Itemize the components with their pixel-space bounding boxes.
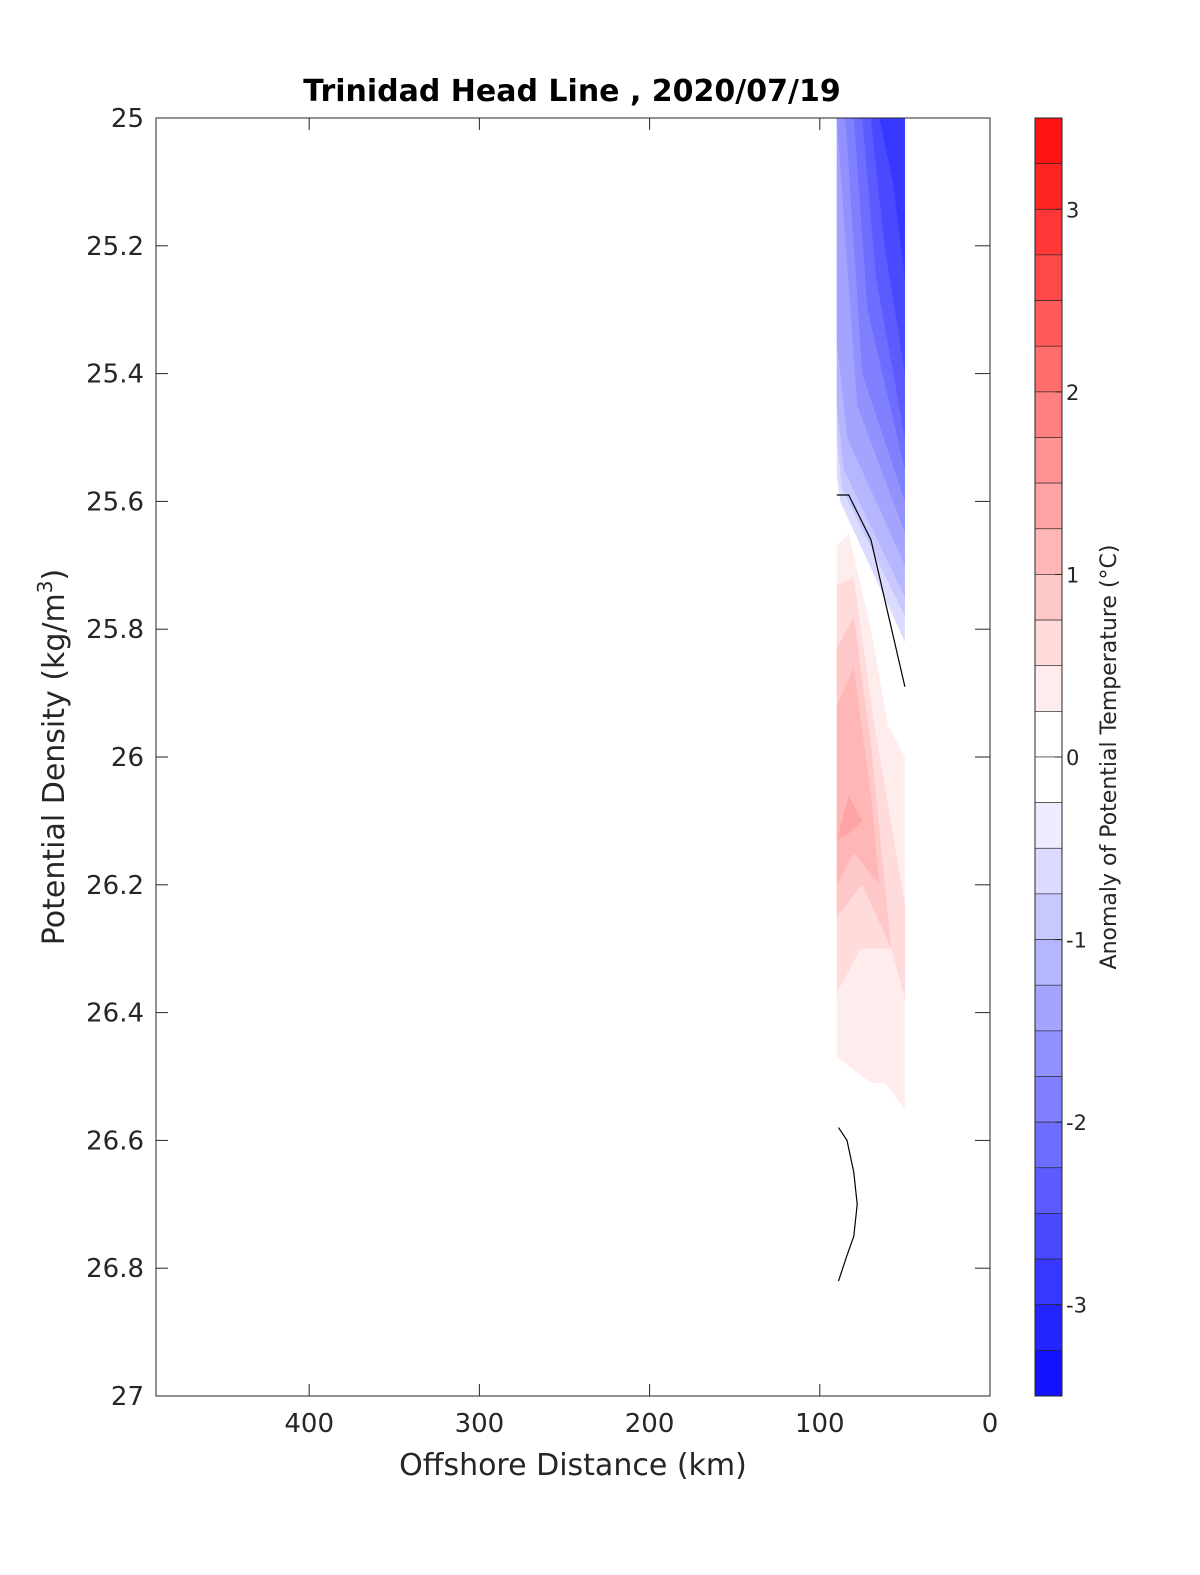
colorbar-tick-label: 3 xyxy=(1066,198,1079,222)
y-axis-label-superscript: 3 xyxy=(33,580,57,593)
colorbar-segment xyxy=(1034,1167,1063,1214)
y-axis-label-close: ) xyxy=(37,569,72,581)
colorbar-segment xyxy=(1034,482,1063,530)
x-tick-label: 300 xyxy=(455,1409,505,1439)
y-tick-label: 25.8 xyxy=(86,615,144,645)
colorbar-segment xyxy=(1034,1076,1063,1123)
colorbar-segment xyxy=(1034,1121,1063,1168)
y-tick-label: 25.6 xyxy=(86,487,144,517)
plot-frame xyxy=(155,117,991,1397)
colorbar-tick-label: -1 xyxy=(1066,929,1087,953)
x-tick-label: 100 xyxy=(795,1409,845,1439)
colorbar-segment xyxy=(1034,847,1063,895)
x-tick-label: 200 xyxy=(625,1409,675,1439)
colorbar-segment xyxy=(1034,893,1063,940)
colorbar-tick-label: -3 xyxy=(1066,1294,1087,1318)
y-tick-label: 26.4 xyxy=(86,999,144,1029)
y-axis-label: Potential Density (kg/m3) xyxy=(33,569,72,945)
zero-contour-lines xyxy=(836,494,906,1282)
colorbar-tick-label: 2 xyxy=(1066,381,1079,405)
colorbar-tick-label: 0 xyxy=(1066,746,1079,770)
filled-contours xyxy=(836,118,905,1109)
colorbar-label: Anomaly of Potential Temperature (°C) xyxy=(1097,545,1122,970)
y-tick-label: 27 xyxy=(111,1382,144,1412)
colorbar-segment xyxy=(1034,939,1063,986)
x-tick-label: 400 xyxy=(284,1409,334,1439)
colorbar-segment xyxy=(1034,1350,1063,1397)
y-axis-ticks: 25 25.2 25.4 25.6 25.8 26 26.2 26.4 26.6 26.8 27 xyxy=(86,104,990,1412)
colorbar-tick-label: 1 xyxy=(1066,563,1079,587)
colorbar-segment xyxy=(1034,163,1063,210)
colorbar-segment xyxy=(1034,619,1063,666)
contour-region xyxy=(879,118,905,278)
y-tick-label: 25.2 xyxy=(86,232,144,262)
x-tick-label: 0 xyxy=(982,1409,999,1439)
colorbar-segments xyxy=(1034,117,1063,1397)
contour-region xyxy=(836,795,863,841)
x-axis-label: Offshore Distance (km) xyxy=(399,1448,747,1483)
y-tick-label: 26.8 xyxy=(86,1254,144,1284)
colorbar-frame xyxy=(1034,117,1063,1397)
zero-contour-line xyxy=(836,494,906,687)
colorbar-segment xyxy=(1034,528,1063,575)
colorbar-segment xyxy=(1034,117,1063,164)
colorbar-segment xyxy=(1034,574,1063,621)
colorbar-segment xyxy=(1034,391,1063,438)
chart-title: Trinidad Head Line , 2020/07/19 xyxy=(303,74,840,109)
y-tick-label: 25 xyxy=(111,104,144,134)
colorbar-segment xyxy=(1034,209,1063,256)
colorbar-segment xyxy=(1034,300,1063,347)
x-axis-ticks: 400 300 200 100 0 xyxy=(284,118,998,1439)
plot-area: 400 300 200 100 0 25 25.2 25.4 25.6 25.8 26 26.2 26… xyxy=(86,104,998,1439)
y-tick-label: 26.6 xyxy=(86,1126,144,1156)
y-tick-label: 26 xyxy=(111,743,144,773)
colorbar: 3 2 1 0 -1 -2 -3 xyxy=(1034,117,1087,1397)
colorbar-segment xyxy=(1034,345,1063,393)
colorbar-segment xyxy=(1034,756,1063,803)
colorbar-segment xyxy=(1034,1030,1063,1077)
y-tick-label: 26.2 xyxy=(86,871,144,901)
colorbar-segment xyxy=(1034,254,1063,301)
y-axis-label-main: Potential Density (kg/m xyxy=(37,593,72,945)
colorbar-segment xyxy=(1034,802,1063,849)
colorbar-segment xyxy=(1034,711,1063,758)
colorbar-segment xyxy=(1034,665,1063,712)
colorbar-segment xyxy=(1034,984,1063,1032)
colorbar-segment xyxy=(1034,437,1063,484)
zero-contour-line xyxy=(837,1127,858,1282)
colorbar-ticks: 3 2 1 0 -1 -2 -3 xyxy=(1055,198,1087,1318)
colorbar-segment xyxy=(1034,1258,1063,1305)
colorbar-segment xyxy=(1034,1213,1063,1260)
colorbar-segment xyxy=(1034,1304,1063,1351)
y-tick-label: 25.4 xyxy=(86,360,144,390)
colorbar-tick-label: -2 xyxy=(1066,1111,1087,1135)
